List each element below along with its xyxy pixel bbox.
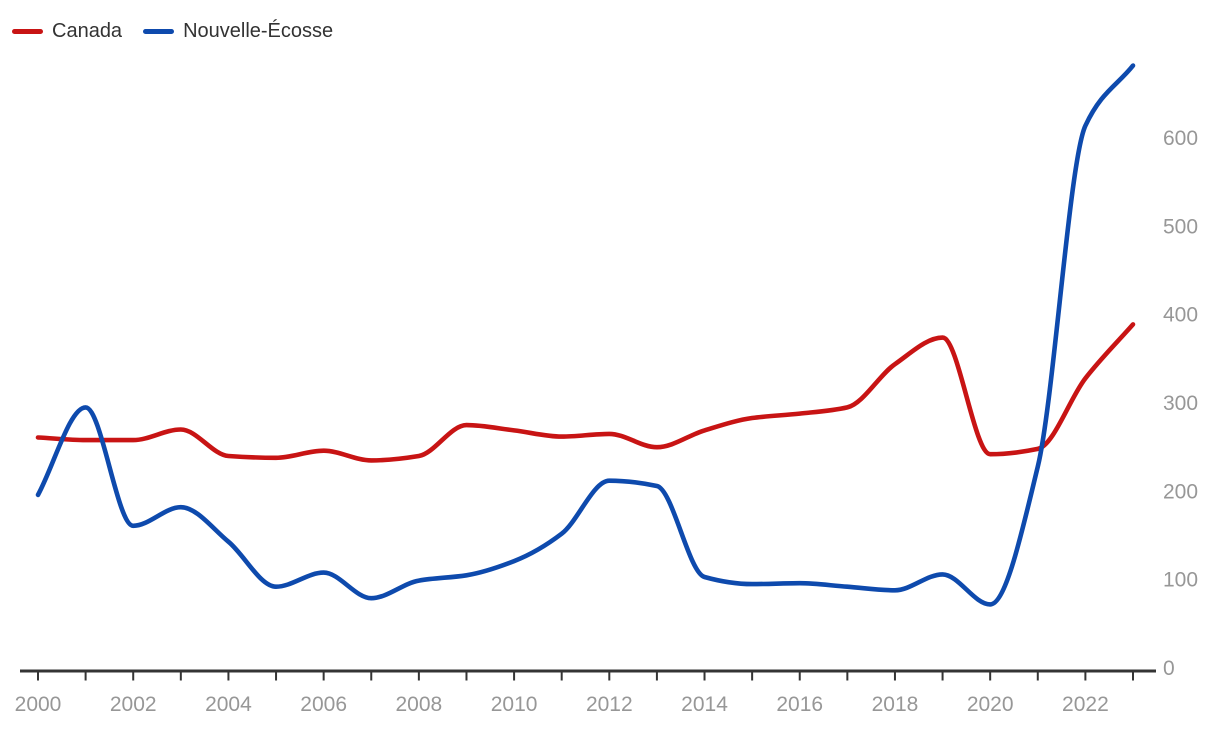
x-tick-label: 2008 [396, 693, 443, 716]
y-tick-label: 400 [1163, 304, 1198, 327]
x-tick-label: 2000 [15, 693, 62, 716]
y-tick-label: 200 [1163, 480, 1198, 503]
x-tick-label: 2016 [776, 693, 823, 716]
legend-item-canada: Canada [12, 14, 122, 48]
x-tick-label: 2020 [967, 693, 1014, 716]
y-tick-label: 100 [1163, 569, 1198, 592]
x-tick-label: 2022 [1062, 693, 1109, 716]
y-tick-label: 300 [1163, 392, 1198, 415]
legend-label-nouvelle-ecosse: Nouvelle-Écosse [183, 20, 334, 42]
x-tick-label: 2006 [300, 693, 347, 716]
y-tick-label: 600 [1163, 127, 1198, 150]
y-tick-label: 500 [1163, 215, 1198, 238]
x-tick-label: 2012 [586, 693, 633, 716]
canada-line [35, 322, 1136, 463]
canada-line-swatch-icon [12, 28, 43, 34]
nouvelle-ecosse-line [35, 63, 1136, 607]
y-tick-label: 0 [1163, 657, 1175, 680]
x-tick-label: 2014 [681, 693, 728, 716]
x-tick-label: 2010 [491, 693, 538, 716]
legend-item-nouvelle-ecosse: Nouvelle-Écosse [143, 14, 333, 48]
legend: Canada Nouvelle-Écosse [12, 14, 333, 48]
legend-label-canada: Canada [52, 20, 123, 42]
x-tick-label: 2004 [205, 693, 252, 716]
nouvelle-ecosse-line-swatch-icon [143, 28, 175, 34]
x-tick-label: 2018 [872, 693, 919, 716]
x-tick-label: 2002 [110, 693, 157, 716]
